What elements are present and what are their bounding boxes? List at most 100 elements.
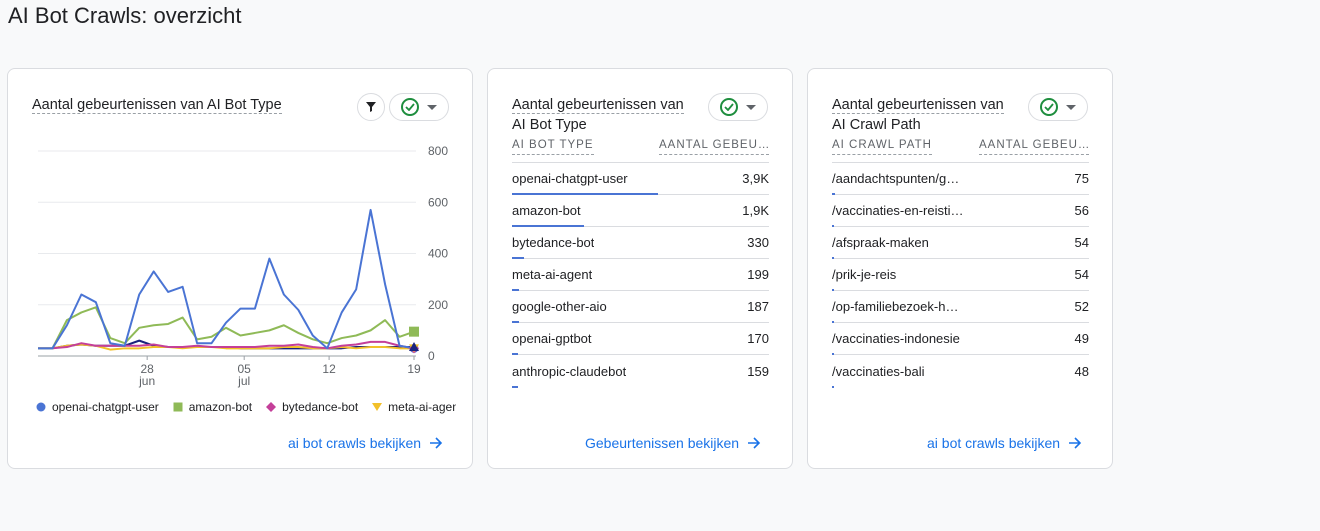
arrow-right-icon — [429, 436, 443, 450]
row-label: /vaccinaties-en-reisti… — [832, 203, 964, 218]
series-line-bytedance-bot[interactable] — [38, 340, 415, 350]
bot-type-card: Aantal gebeurtenissen van AI Bot Type AI… — [487, 68, 793, 469]
row-value: 56 — [1074, 203, 1089, 218]
row-share-bar — [832, 321, 834, 323]
row-value: 199 — [747, 267, 769, 282]
table-row[interactable]: /afspraak-maken 54 — [832, 227, 1089, 259]
caret-down-icon — [427, 104, 437, 110]
card-title: Aantal gebeurtenissen van AI Bot Type — [512, 97, 684, 133]
table-row[interactable]: /vaccinaties-en-reisti… 56 — [832, 195, 1089, 227]
row-label: bytedance-bot — [512, 235, 595, 250]
series-line-amazon-bot[interactable] — [38, 306, 415, 350]
row-share-bar — [512, 225, 584, 227]
bot-type-table: AI BOT TYPE AANTAL GEBEU… openai-chatgpt… — [512, 139, 769, 388]
row-label: /aandachtspunten/g… — [832, 171, 960, 186]
legend-item[interactable]: meta-ai-agent — [372, 400, 456, 414]
row-label: openai-chatgpt-user — [512, 171, 628, 186]
row-share-bar — [512, 193, 658, 195]
y-tick-label: 0 — [428, 349, 435, 363]
view-ai-bot-crawls-link[interactable]: ai bot crawls bekijken — [288, 435, 443, 451]
row-label: /prik-je-reis — [832, 267, 897, 282]
row-share-bar — [832, 386, 834, 388]
view-ai-bot-crawls-link[interactable]: ai bot crawls bekijken — [927, 435, 1082, 451]
check-circle-icon — [1040, 98, 1058, 116]
row-value: 75 — [1074, 171, 1089, 186]
caret-down-icon — [746, 104, 756, 110]
column-header-bot-type[interactable]: AI BOT TYPE — [512, 139, 594, 155]
table-row[interactable]: /op-familiebezoek-h… 52 — [832, 291, 1089, 323]
column-header-count[interactable]: AANTAL GEBEU… — [659, 139, 769, 155]
compare-toggle-button[interactable] — [708, 93, 768, 121]
series-end-marker — [409, 342, 419, 352]
filter-button[interactable] — [357, 93, 385, 121]
table-body: openai-chatgpt-user 3,9K amazon-bot 1,9K byt… — [512, 163, 769, 388]
series-end-marker — [409, 326, 419, 337]
column-header-count[interactable]: AANTAL GEBEU… — [979, 139, 1089, 155]
table-row[interactable]: anthropic-claudebot 159 — [512, 355, 769, 388]
row-share-bar — [832, 257, 835, 259]
chart-card: Aantal gebeurtenissen van AI Bot Type 80… — [7, 68, 473, 469]
row-share-bar — [512, 353, 519, 355]
legend-item[interactable]: bytedance-bot — [266, 400, 358, 414]
row-value: 170 — [747, 331, 769, 346]
chart-legend: openai-chatgpt-user amazon-bot bytedance… — [36, 400, 456, 414]
compare-toggle-button[interactable] — [389, 93, 449, 121]
row-label: amazon-bot — [512, 203, 581, 218]
filter-icon — [366, 102, 376, 112]
table-row[interactable]: google-other-aio 187 — [512, 291, 769, 323]
row-share-bar — [512, 321, 519, 323]
view-events-link[interactable]: Gebeurtenissen bekijken — [585, 435, 761, 451]
card-title: Aantal gebeurtenissen van AI Crawl Path — [832, 97, 1004, 133]
table-row[interactable]: bytedance-bot 330 — [512, 227, 769, 259]
table-body: /aandachtspunten/g… 75/vaccinaties-en-rei… — [832, 163, 1089, 388]
row-value: 159 — [747, 363, 769, 379]
table-header: AI BOT TYPE AANTAL GEBEU… — [512, 139, 769, 163]
row-share-bar — [832, 193, 835, 195]
column-header-crawl-path[interactable]: AI CRAWL PATH — [832, 139, 932, 155]
circle-marker-icon — [36, 402, 46, 412]
row-label: openai-gptbot — [512, 331, 592, 346]
check-circle-icon — [401, 98, 419, 116]
table-row[interactable]: /vaccinaties-bali 48 — [832, 355, 1089, 388]
row-label: /op-familiebezoek-h… — [832, 299, 959, 314]
series-line-meta-ai-agent[interactable] — [38, 343, 414, 351]
row-label: meta-ai-agent — [512, 267, 593, 282]
y-tick-label: 800 — [428, 144, 448, 158]
table-row[interactable]: meta-ai-agent 199 — [512, 259, 769, 291]
x-tick-label: 05 — [238, 362, 252, 376]
x-tick-label: 19 — [407, 362, 421, 376]
row-label: /afspraak-maken — [832, 235, 929, 250]
row-value: 54 — [1074, 267, 1089, 282]
y-tick-label: 200 — [428, 298, 448, 312]
arrow-right-icon — [747, 436, 761, 450]
table-row[interactable]: openai-gptbot 170 — [512, 323, 769, 355]
page-title: AI Bot Crawls: overzicht — [8, 3, 242, 28]
table-row[interactable]: /vaccinaties-indonesie 49 — [832, 323, 1089, 355]
row-value: 52 — [1074, 299, 1089, 314]
compare-toggle-button[interactable] — [1028, 93, 1088, 121]
row-share-bar — [832, 353, 834, 355]
table-row[interactable]: /prik-je-reis 54 — [832, 259, 1089, 291]
row-share-bar — [512, 257, 525, 259]
row-value: 54 — [1074, 235, 1089, 250]
row-label: google-other-aio — [512, 299, 607, 314]
row-value: 1,9K — [742, 203, 769, 218]
legend-item[interactable]: amazon-bot — [173, 400, 252, 414]
table-row[interactable]: openai-chatgpt-user 3,9K — [512, 163, 769, 195]
table-row[interactable]: /aandachtspunten/g… 75 — [832, 163, 1089, 195]
table-row[interactable]: amazon-bot 1,9K — [512, 195, 769, 227]
y-tick-label: 400 — [428, 247, 448, 261]
triangle-down-marker-icon — [372, 403, 383, 411]
x-tick-sublabel: jun — [138, 374, 155, 388]
row-value: 187 — [747, 299, 769, 314]
crawl-path-card: Aantal gebeurtenissen van AI Crawl Path … — [807, 68, 1113, 469]
legend-item[interactable]: openai-chatgpt-user — [36, 400, 159, 414]
series-line-openai-chatgpt-user[interactable] — [38, 208, 415, 350]
row-label: /vaccinaties-indonesie — [832, 331, 960, 346]
check-circle-icon — [720, 98, 738, 116]
row-share-bar — [512, 289, 520, 291]
crawl-path-table: AI CRAWL PATH AANTAL GEBEU… /aandachtspu… — [832, 139, 1089, 388]
card-title: Aantal gebeurtenissen van AI Bot Type — [32, 97, 282, 114]
row-value: 48 — [1074, 363, 1089, 379]
